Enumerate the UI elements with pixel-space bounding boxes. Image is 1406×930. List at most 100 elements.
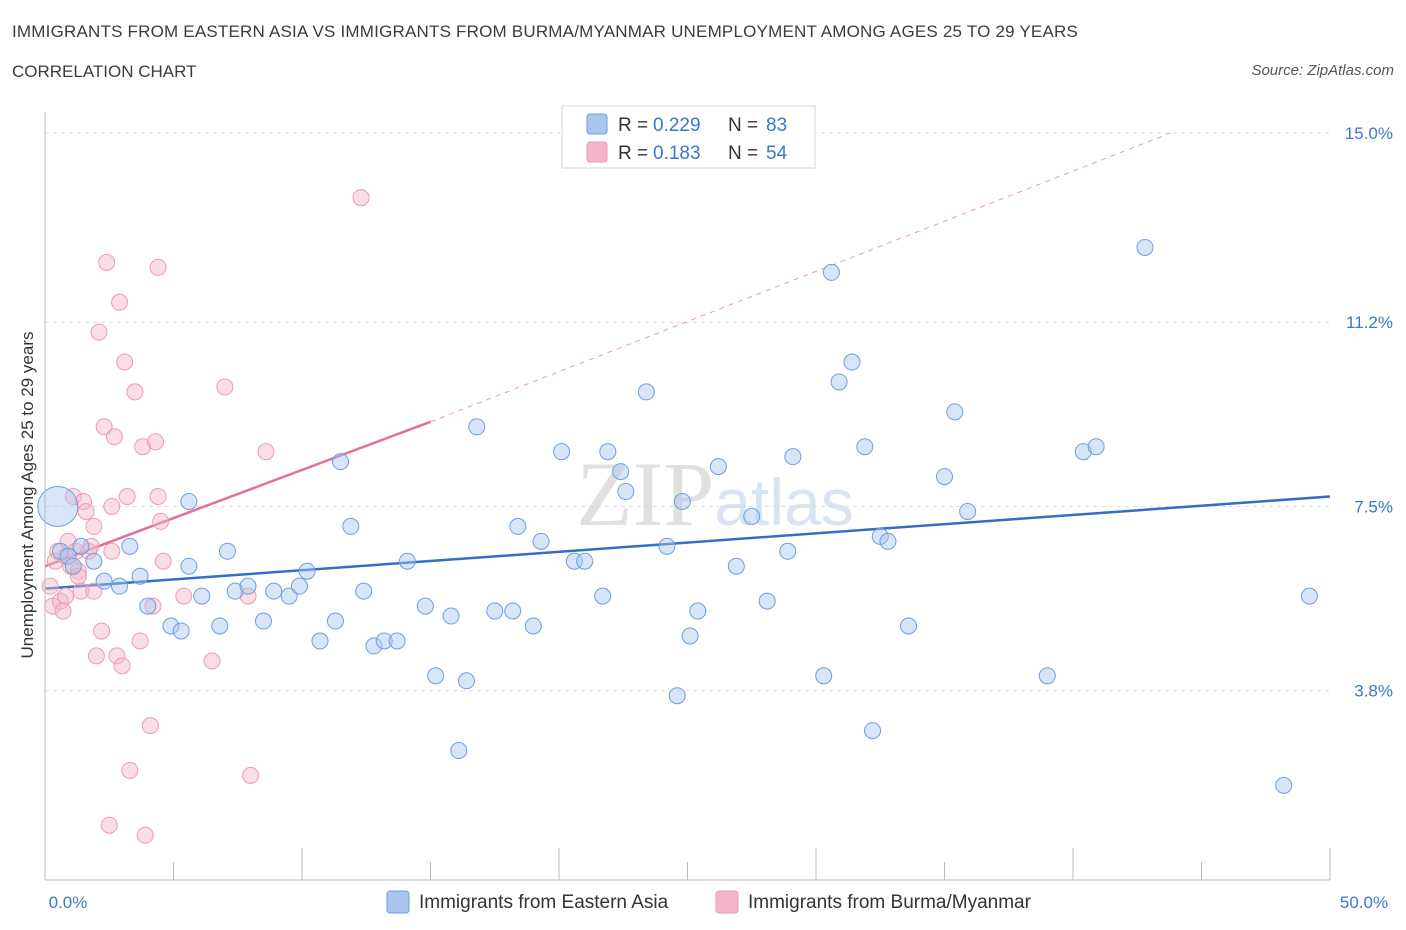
point-eastern-asia	[226, 582, 244, 600]
point-burma	[239, 587, 257, 605]
point-eastern-asia	[617, 483, 635, 501]
point-eastern-asia	[758, 592, 776, 610]
legend-swatch-burma	[586, 141, 608, 163]
chart-subtitle: CORRELATION CHART	[12, 62, 197, 81]
legend-label-burma: Immigrants from Burma/Myanmar	[748, 892, 1032, 913]
legend-r-value: 0.183	[653, 143, 701, 164]
trend-extension-burma	[430, 132, 1171, 423]
point-eastern-asia	[565, 552, 583, 570]
point-eastern-asia	[95, 572, 113, 590]
point-eastern-asia	[668, 687, 686, 705]
legend-stats: R = 0.229 N = 83 R = 0.183 N = 54	[561, 105, 816, 169]
point-burma	[141, 717, 159, 735]
point-burma	[75, 492, 93, 510]
point-burma	[93, 622, 111, 640]
legend-swatch-burma	[715, 890, 739, 914]
point-burma	[118, 488, 136, 506]
point-eastern-asia	[416, 597, 434, 615]
point-eastern-asia	[131, 567, 149, 585]
point-burma	[54, 602, 72, 620]
x-tick-label: 50.0%	[1340, 893, 1388, 912]
point-eastern-asia	[180, 557, 198, 575]
point-burma	[103, 542, 121, 560]
y-tick-label: 11.2%	[1346, 313, 1393, 332]
point-burma	[242, 766, 260, 784]
point-eastern-asia	[779, 542, 797, 560]
trend-line-eastern-asia	[44, 495, 1331, 590]
point-eastern-asia	[658, 537, 676, 555]
point-eastern-asia	[311, 632, 329, 650]
point-eastern-asia	[111, 577, 129, 595]
point-eastern-asia	[162, 617, 180, 635]
point-burma	[149, 488, 167, 506]
legend-r-label: R =	[618, 115, 648, 136]
y-tick-label: 3.8%	[1354, 682, 1393, 701]
point-eastern-asia	[172, 622, 190, 640]
point-burma	[352, 189, 370, 207]
point-burma	[149, 258, 167, 276]
point-eastern-asia	[326, 612, 344, 630]
point-eastern-asia	[442, 607, 460, 625]
point-burma	[203, 652, 221, 670]
point-burma	[103, 497, 121, 515]
point-eastern-asia	[457, 672, 475, 690]
point-eastern-asia	[365, 637, 383, 655]
point-eastern-asia	[681, 627, 699, 645]
trend-lines	[44, 132, 1331, 590]
point-eastern-asia	[509, 517, 527, 535]
point-eastern-asia	[856, 438, 874, 456]
watermark: ZIPatlas	[576, 443, 853, 545]
data-points	[37, 189, 1318, 844]
chart-title: IMMIGRANTS FROM EASTERN ASIA VS IMMIGRAN…	[12, 22, 1078, 41]
point-burma	[87, 647, 105, 665]
legend-series: Immigrants from Eastern Asia Immigrants f…	[386, 890, 1032, 914]
legend-r-value: 0.229	[653, 115, 701, 136]
point-eastern-asia	[1136, 238, 1154, 256]
point-eastern-asia	[594, 587, 612, 605]
point-eastern-asia	[72, 537, 90, 555]
legend-n-label: N =	[728, 115, 758, 136]
point-burma	[77, 502, 95, 520]
point-burma	[144, 597, 162, 615]
point-eastern-asia	[709, 458, 727, 476]
point-burma	[257, 443, 275, 461]
point-burma	[136, 826, 154, 844]
legend-swatch-eastern-asia	[386, 890, 410, 914]
point-burma	[175, 587, 193, 605]
point-eastern-asia	[504, 602, 522, 620]
point-eastern-asia	[830, 373, 848, 391]
point-eastern-asia	[784, 448, 802, 466]
point-eastern-asia	[450, 742, 468, 760]
point-burma	[134, 438, 152, 456]
point-eastern-asia	[486, 602, 504, 620]
point-eastern-asia	[1074, 443, 1092, 461]
axes: 3.8% 7.5% 11.2% 15.0% 0.0% 50.0%	[44, 112, 1393, 912]
point-eastern-asia	[254, 612, 272, 630]
point-burma	[126, 383, 144, 401]
point-burma	[121, 761, 139, 779]
point-eastern-asia	[85, 552, 103, 570]
point-eastern-asia	[532, 532, 550, 550]
point-burma	[46, 552, 64, 570]
point-eastern-asia	[843, 353, 861, 371]
point-burma	[108, 647, 126, 665]
point-eastern-asia	[637, 383, 655, 401]
legend-swatch-eastern-asia	[586, 113, 608, 135]
point-eastern-asia	[193, 587, 211, 605]
y-axis-label: Unemployment Among Ages 25 to 29 years	[18, 332, 37, 659]
point-burma	[72, 582, 90, 600]
point-eastern-asia	[280, 587, 298, 605]
point-eastern-asia	[959, 502, 977, 520]
y-tick-label: 7.5%	[1354, 497, 1393, 516]
point-eastern-asia	[879, 532, 897, 550]
point-eastern-asia	[946, 403, 964, 421]
legend-n-value: 54	[766, 143, 788, 164]
legend-r-label: R =	[618, 143, 648, 164]
point-eastern-asia	[218, 542, 236, 560]
point-eastern-asia	[121, 537, 139, 555]
point-eastern-asia	[743, 507, 761, 525]
point-eastern-asia	[936, 468, 953, 486]
point-eastern-asia	[342, 517, 360, 535]
point-eastern-asia	[332, 453, 350, 471]
point-eastern-asia	[900, 617, 918, 635]
